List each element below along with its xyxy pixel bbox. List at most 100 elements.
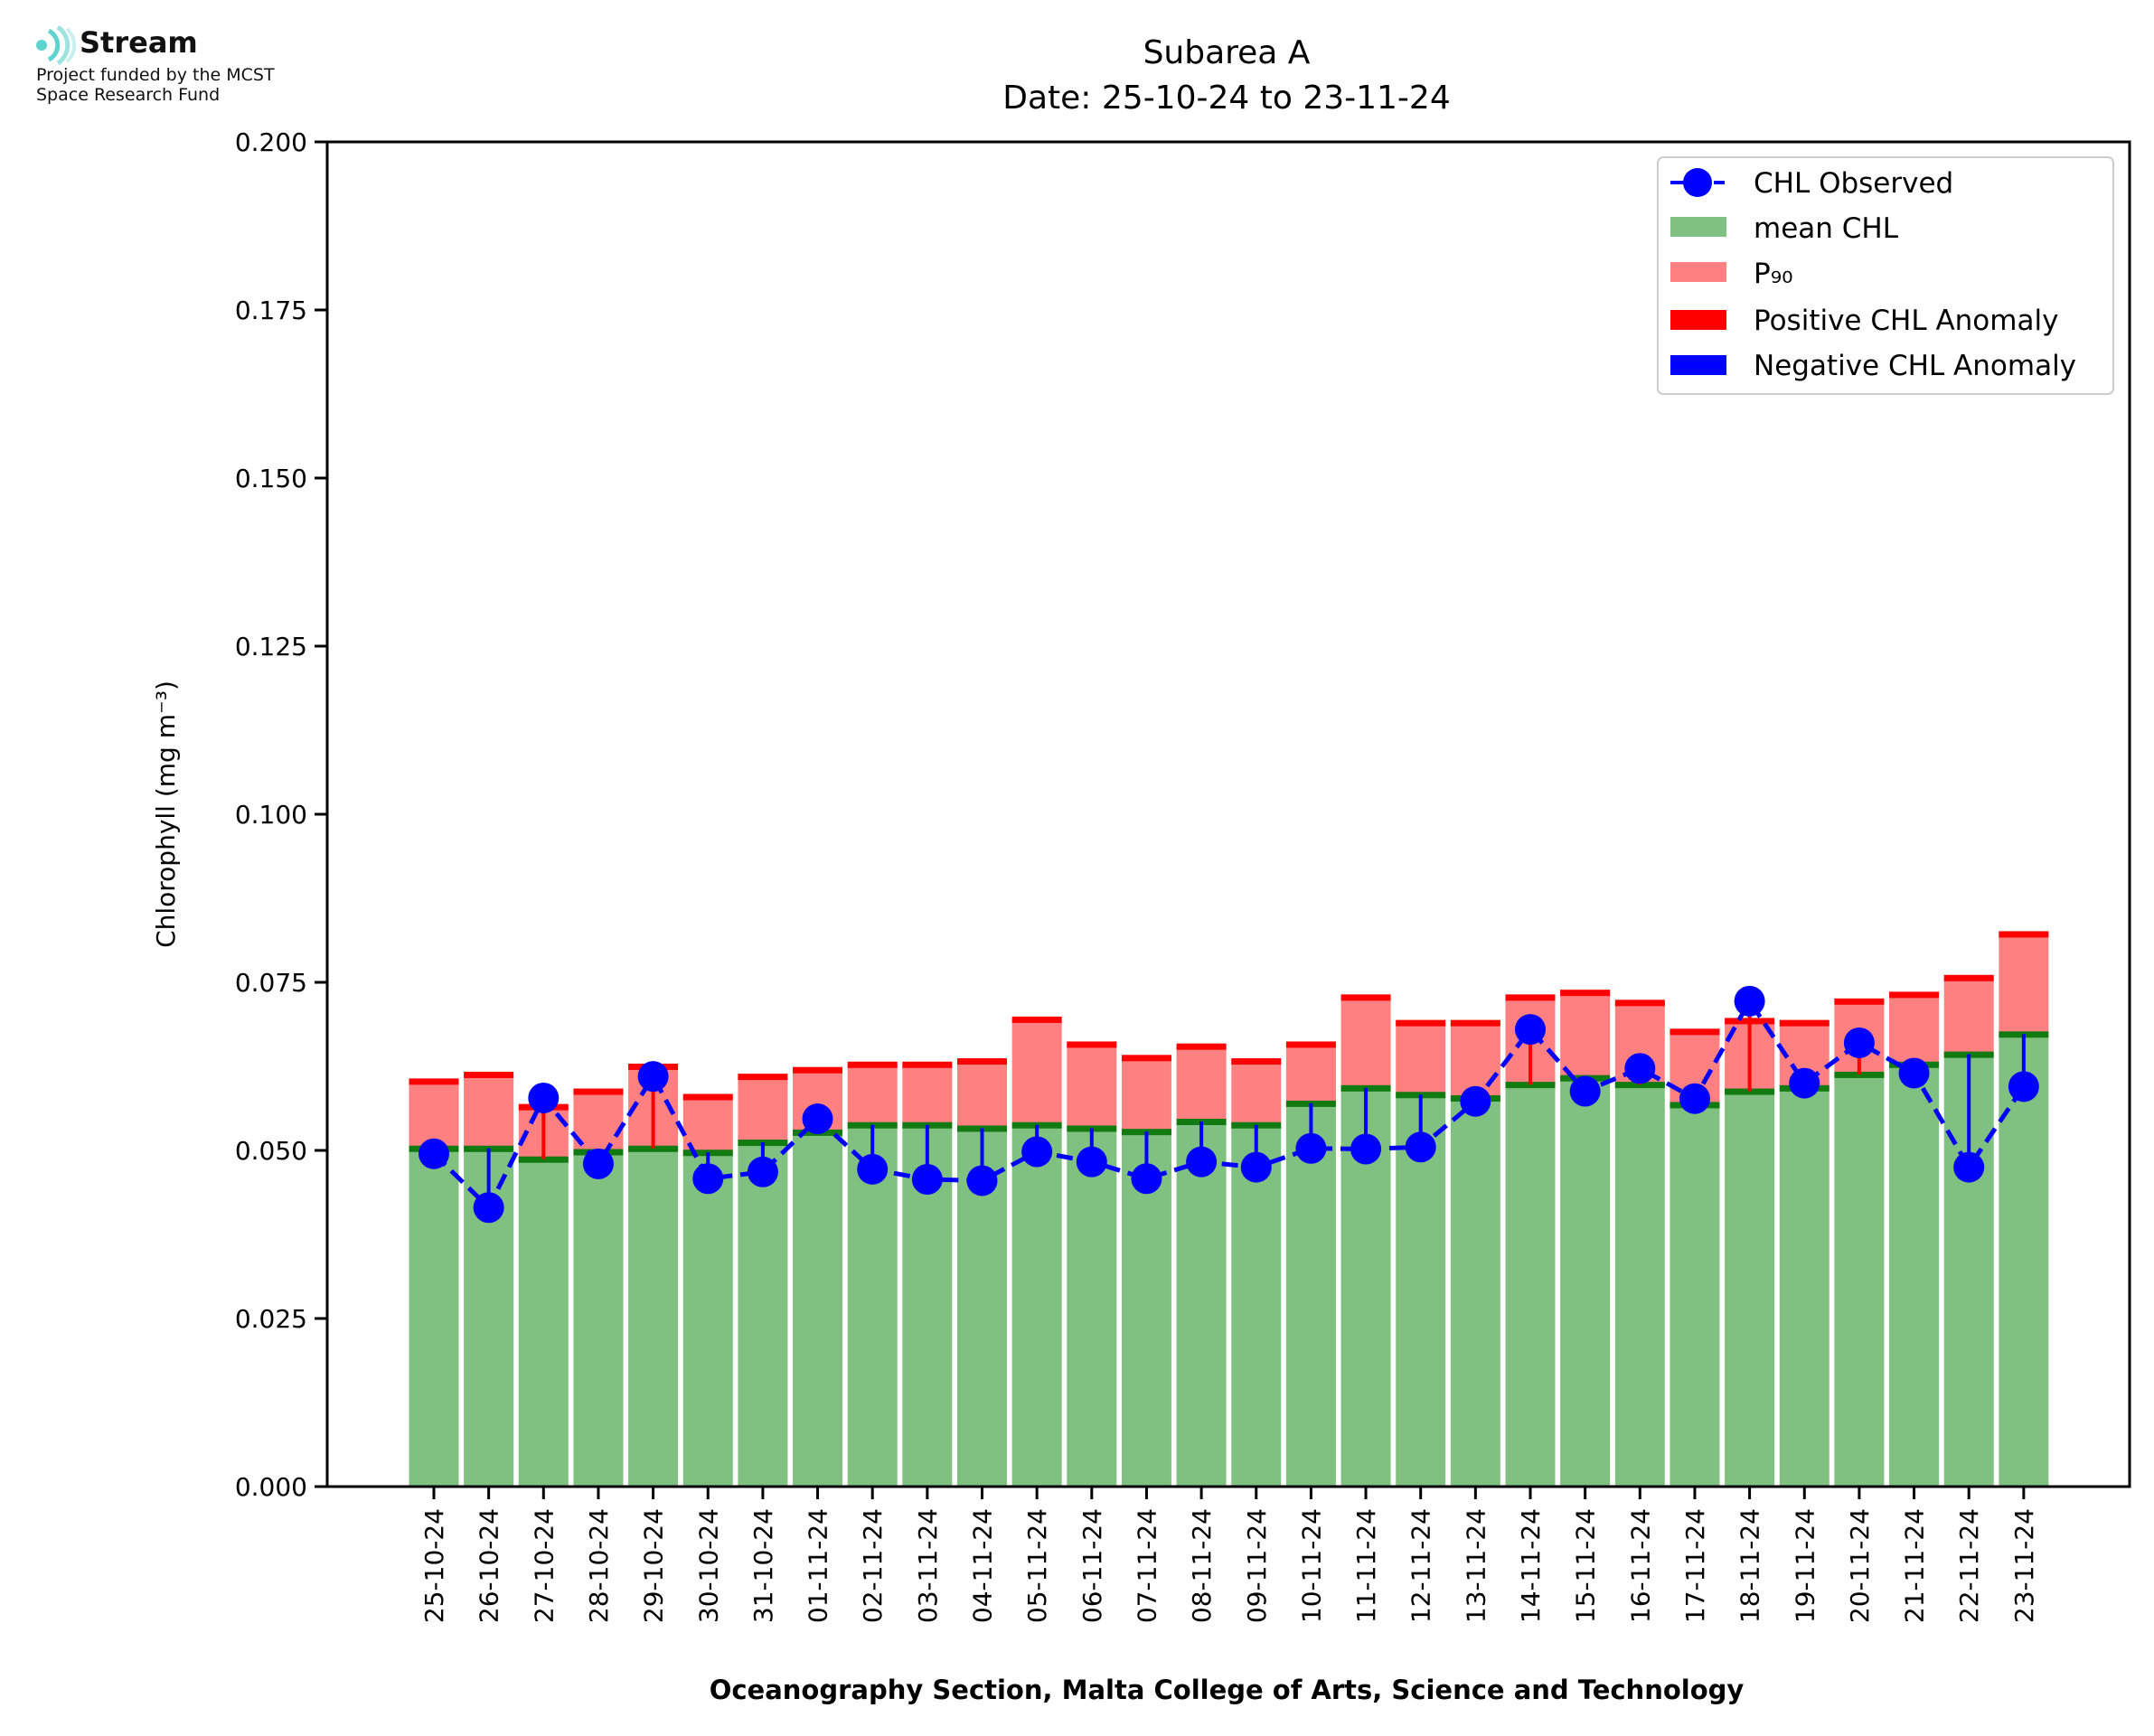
mean-chl-bar: [1067, 1128, 1117, 1487]
x-tick-label: 01-11-24: [804, 1508, 833, 1623]
mean-chl-bar: [1505, 1084, 1556, 1487]
y-axis-label: Chlorophyll (mg m⁻³): [151, 680, 181, 948]
mean-chl-cap: [1614, 1082, 1665, 1089]
observed-point: [1131, 1163, 1162, 1195]
x-tick-label: 21-11-24: [1900, 1508, 1930, 1623]
observed-point: [1898, 1057, 1930, 1089]
p90-cap: [1396, 1019, 1446, 1027]
mean-chl-bar: [793, 1131, 843, 1487]
x-tick-label: 14-11-24: [1516, 1508, 1546, 1623]
y-tick-label: 0.050: [235, 1136, 307, 1166]
x-tick-label: 19-11-24: [1790, 1508, 1820, 1623]
x-tick-label: 16-11-24: [1625, 1508, 1655, 1623]
p90-bar: [902, 1064, 953, 1125]
y-tick-label: 0.200: [235, 127, 307, 157]
observed-point: [1460, 1085, 1491, 1117]
x-tick-label: 03-11-24: [913, 1508, 943, 1623]
funding-line-2: Space Research Fund: [36, 85, 221, 105]
observed-point: [1021, 1136, 1053, 1168]
p90-bar: [1176, 1046, 1227, 1122]
observed-point: [1295, 1132, 1327, 1164]
p90-bar: [1560, 992, 1611, 1078]
x-tick-label: 23-11-24: [2009, 1508, 2039, 1623]
legend-swatch: [1670, 310, 1726, 330]
x-axis: 25-10-24 26-10-24 27-10-24 28-10-24 29-10-24…: [419, 1487, 2039, 1623]
p90-bar: [1943, 977, 1994, 1055]
x-tick-label: 26-10-24: [475, 1508, 504, 1623]
mean-chl-bar: [1779, 1087, 1829, 1487]
observed-point: [1624, 1053, 1656, 1084]
observed-line-layer: [419, 985, 2039, 1224]
p90-cap: [1340, 994, 1391, 1001]
observed-point: [857, 1153, 889, 1185]
logo-name: Stream: [80, 25, 198, 60]
p90-cap: [464, 1071, 514, 1078]
mean-chl-bar: [1011, 1124, 1062, 1487]
mean-chl-bar: [409, 1148, 459, 1487]
observed-point: [2008, 1071, 2039, 1103]
mean-chl-bar: [1834, 1074, 1885, 1487]
mean-chl-bar: [1285, 1103, 1336, 1487]
legend-frame: [1657, 156, 2114, 395]
p90-bar: [1011, 1018, 1062, 1125]
x-tick-label: 31-10-24: [748, 1508, 778, 1623]
y-tick-label: 0.025: [235, 1304, 307, 1334]
mean-chl-bar: [738, 1142, 788, 1487]
x-tick-label: 09-11-24: [1242, 1508, 1272, 1623]
mean-chl-bar: [1999, 1034, 2049, 1487]
p90-cap: [1011, 1016, 1062, 1023]
p90-cap: [1779, 1019, 1829, 1027]
p90-bar: [464, 1074, 514, 1149]
legend-entry-chl-observed: CHL Observed: [1670, 167, 1953, 200]
p90-cap: [1614, 999, 1665, 1007]
mean-chl-bar: [1176, 1121, 1227, 1487]
observed-point: [747, 1156, 778, 1187]
observed-point: [1569, 1075, 1601, 1107]
observed-point: [582, 1148, 614, 1179]
x-tick-label: 02-11-24: [858, 1508, 888, 1623]
p90-bar: [1231, 1061, 1282, 1125]
x-tick-label: 18-11-24: [1735, 1508, 1765, 1623]
p90-cap: [793, 1066, 843, 1074]
mean-chl-bar: [1560, 1077, 1611, 1487]
observed-point: [1515, 1014, 1546, 1046]
observed-point: [1953, 1151, 1985, 1183]
legend-label: Positive CHL Anomaly: [1754, 305, 2058, 337]
p90-bar: [738, 1076, 788, 1143]
x-axis-label: Oceanography Section, Malta College of A…: [710, 1675, 1745, 1705]
observed-point: [1350, 1133, 1382, 1165]
p90-cap: [1943, 974, 1994, 981]
mean-chl-cap: [518, 1156, 569, 1163]
observed-point: [1405, 1131, 1436, 1163]
observed-point: [911, 1163, 943, 1195]
p90-bar: [1450, 1022, 1500, 1098]
y-axis: 0.000 0.025 0.050 0.075 0.100 0.125 0.150 0.175…: [235, 127, 327, 1502]
p90-bar: [1889, 994, 1940, 1065]
legend-label: P₉₀: [1754, 258, 1793, 290]
p90-bar: [847, 1064, 898, 1125]
x-tick-label: 30-10-24: [693, 1508, 723, 1623]
p90-cap: [1505, 994, 1556, 1001]
p90-cap: [409, 1078, 459, 1085]
mean-chl-bar: [573, 1151, 624, 1487]
signal-waves-icon: [36, 25, 77, 65]
observed-point: [692, 1163, 724, 1195]
observed-point: [1240, 1151, 1272, 1183]
mean-chl-bar: [847, 1124, 898, 1487]
x-tick-label: 04-11-24: [968, 1508, 998, 1623]
p90-bar: [1285, 1044, 1336, 1103]
x-tick-label: 06-11-24: [1077, 1508, 1107, 1623]
bars-layer: [409, 931, 2049, 1487]
mean-chl-cap: [1505, 1082, 1556, 1089]
p90-cap: [1067, 1041, 1117, 1048]
x-tick-label: 17-11-24: [1680, 1508, 1710, 1623]
mean-chl-bar: [1231, 1124, 1282, 1487]
x-tick-label: 10-11-24: [1296, 1508, 1326, 1623]
p90-cap: [1176, 1043, 1227, 1050]
legend-label: Negative CHL Anomaly: [1754, 350, 2076, 382]
p90-cap: [1450, 1019, 1500, 1027]
y-tick-label: 0.000: [235, 1472, 307, 1502]
observed-point: [1186, 1146, 1218, 1178]
p90-bar: [1999, 934, 2049, 1035]
x-tick-label: 15-11-24: [1571, 1508, 1601, 1623]
